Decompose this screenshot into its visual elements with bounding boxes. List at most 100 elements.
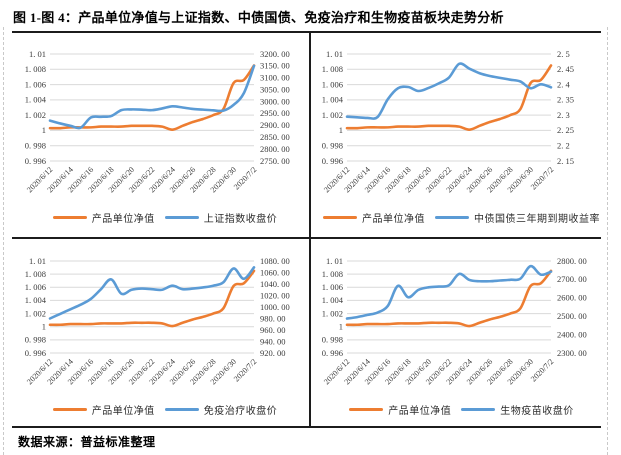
right-axis-tick-label: 2. 4 bbox=[557, 79, 571, 89]
series-line-left bbox=[48, 269, 256, 328]
legend-swatch bbox=[52, 407, 87, 412]
chart-legend: 产品单位净值 上证指数收盘价 bbox=[43, 210, 278, 225]
legend-label: 上证指数收盘价 bbox=[203, 214, 278, 225]
right-axis-tick-label: 2850. 00 bbox=[260, 132, 290, 142]
legend-swatch bbox=[323, 215, 357, 220]
left-axis-tick-label: 1. 004 bbox=[25, 295, 47, 305]
series-line-left bbox=[345, 269, 552, 328]
right-axis-tick-label: 3200. 00 bbox=[260, 49, 290, 59]
right-axis-tick-label: 3100. 00 bbox=[260, 73, 290, 83]
left-axis-tick-label: 1. 006 bbox=[321, 282, 342, 292]
table-horizontal-divider bbox=[12, 237, 601, 239]
left-axis-tick-label: 0. 998 bbox=[25, 141, 46, 151]
right-axis-tick-label: 3000. 00 bbox=[260, 96, 290, 106]
right-axis-tick-label: 2. 5 bbox=[557, 49, 570, 59]
right-axis-tick-label: 2400. 00 bbox=[557, 329, 587, 339]
legend-swatch bbox=[435, 215, 469, 220]
x-axis-tick-label: 2020/7/2 bbox=[232, 165, 258, 191]
left-axis-tick-label: 1 bbox=[338, 322, 342, 332]
right-axis-tick-label: 2600. 00 bbox=[557, 293, 587, 303]
x-axis-tick-label: 2020/7/2 bbox=[232, 357, 258, 383]
right-axis-tick-label: 1060. 00 bbox=[260, 267, 290, 277]
right-axis-tick-label: 2700. 00 bbox=[557, 274, 587, 284]
x-axis-tick-label: 2020/7/2 bbox=[528, 165, 554, 191]
left-axis-tick-label: 0. 996 bbox=[25, 348, 46, 358]
series-line-right bbox=[48, 64, 256, 130]
left-axis-tick-label: 1. 008 bbox=[321, 269, 342, 279]
left-axis-tick-label: 1. 008 bbox=[321, 64, 342, 74]
right-axis-tick-label: 1040. 00 bbox=[260, 279, 290, 289]
right-axis-tick-label: 2. 2 bbox=[557, 141, 570, 151]
right-axis-tick-label: 1020. 00 bbox=[260, 290, 290, 300]
left-axis-tick-label: 1. 006 bbox=[25, 282, 46, 292]
legend-swatch bbox=[461, 407, 496, 412]
left-axis-tick-label: 1. 01 bbox=[29, 256, 46, 266]
right-axis-tick-label: 2. 25 bbox=[557, 125, 574, 135]
legend-label: 产品单位净值 bbox=[91, 406, 155, 417]
left-axis-tick-label: 1. 004 bbox=[25, 95, 47, 105]
legend-swatch bbox=[349, 407, 384, 412]
right-axis-tick-label: 2300. 00 bbox=[557, 348, 587, 358]
right-axis-tick-label: 960. 00 bbox=[260, 325, 286, 335]
chart-net-value-vs-biovaccine: 1. 01 1. 008 1. 006 1. 004 1. 002 1 0. 998 0. 9… bbox=[312, 240, 601, 428]
left-axis-tick-label: 1 bbox=[338, 125, 342, 135]
left-axis-tick-label: 1 bbox=[42, 125, 46, 135]
series-line-left bbox=[345, 64, 552, 131]
left-axis-tick-label: 0. 996 bbox=[321, 156, 342, 166]
left-axis-tick-label: 1. 008 bbox=[25, 64, 46, 74]
right-axis-tick-label: 2900. 00 bbox=[260, 120, 290, 130]
left-axis-tick-label: 1. 006 bbox=[25, 79, 46, 89]
series-line-right bbox=[48, 266, 256, 320]
legend-label: 免疫治疗收盘价 bbox=[203, 406, 278, 417]
left-axis-tick-label: 1. 01 bbox=[326, 256, 343, 266]
left-axis-tick-label: 1. 002 bbox=[25, 110, 46, 120]
right-axis-tick-label: 1000. 00 bbox=[260, 302, 290, 312]
right-axis-tick-label: 920. 00 bbox=[260, 348, 286, 358]
chart-net-value-vs-immunotherapy: 1. 01 1. 008 1. 006 1. 004 1. 002 1 0. 998 0. 9… bbox=[12, 240, 308, 428]
left-axis-tick-label: 1. 008 bbox=[25, 269, 46, 279]
right-axis-tick-label: 2800. 00 bbox=[557, 256, 587, 266]
table-vertical-divider bbox=[309, 33, 311, 426]
chart-legend: 产品单位净值 中债国债三年期到期收益率 bbox=[313, 210, 600, 225]
chart-legend: 产品单位净值 免疫治疗收盘价 bbox=[43, 402, 278, 417]
left-axis-tick-label: 1 bbox=[42, 322, 46, 332]
right-axis-tick-label: 3150. 00 bbox=[260, 61, 290, 71]
legend-label: 中债国债三年期到期收益率 bbox=[474, 214, 600, 225]
right-axis-tick-label: 3050. 00 bbox=[260, 84, 290, 94]
page-edge-left-divider bbox=[3, 27, 4, 455]
legend-label: 产品单位净值 bbox=[91, 214, 155, 225]
chart-net-value-vs-bond-yield: 1. 01 1. 008 1. 006 1. 004 1. 002 1 0. 998 0. 9… bbox=[312, 33, 601, 236]
series-line-right bbox=[345, 264, 552, 320]
left-axis-tick-label: 1. 002 bbox=[321, 308, 342, 318]
x-axis-tick-label: 2020/7/2 bbox=[528, 357, 554, 383]
left-axis-tick-label: 0. 996 bbox=[25, 156, 46, 166]
source-note: 数据来源：普益标准整理 bbox=[18, 435, 156, 449]
legend-swatch bbox=[164, 215, 199, 220]
left-axis-tick-label: 1. 004 bbox=[321, 95, 343, 105]
page-edge-right-divider bbox=[607, 27, 608, 455]
legend-swatch bbox=[52, 215, 87, 220]
figure-title: 图 1-图 4：产品单位净值与上证指数、中债国债、免疫治疗和生物疫苗板块走势分析 bbox=[13, 10, 504, 25]
right-axis-tick-label: 2. 15 bbox=[557, 156, 574, 166]
chart-canvas-bond-yield: 1. 01 1. 008 1. 006 1. 004 1. 002 1 0. 998 0. 9… bbox=[321, 49, 574, 195]
chart-legend: 产品单位净值 生物疫苗收盘价 bbox=[339, 402, 574, 417]
right-axis-tick-label: 980. 00 bbox=[260, 313, 286, 323]
right-axis-tick-label: 2950. 00 bbox=[260, 108, 290, 118]
left-axis-tick-label: 1. 002 bbox=[321, 110, 342, 120]
left-axis-tick-label: 0. 998 bbox=[25, 335, 46, 345]
series-line-left bbox=[48, 64, 256, 131]
chart-canvas-immunotherapy: 1. 01 1. 008 1. 006 1. 004 1. 002 1 0. 998 0. 9… bbox=[25, 256, 290, 387]
left-axis-tick-label: 1. 01 bbox=[29, 49, 46, 59]
left-axis-tick-label: 1. 004 bbox=[321, 295, 343, 305]
right-axis-tick-label: 2. 35 bbox=[557, 95, 574, 105]
right-axis-tick-label: 2. 45 bbox=[557, 64, 574, 74]
left-axis-tick-label: 1. 002 bbox=[25, 308, 46, 318]
right-axis-tick-label: 940. 00 bbox=[260, 336, 286, 346]
left-axis-tick-label: 0. 998 bbox=[321, 335, 342, 345]
left-axis-tick-label: 0. 996 bbox=[321, 348, 342, 358]
chart-canvas-shanghai-index: 1. 01 1. 008 1. 006 1. 004 1. 002 1 0. 998 0. 9… bbox=[25, 49, 290, 195]
series-line-right bbox=[345, 62, 552, 120]
legend-swatch bbox=[164, 407, 199, 412]
chart-net-value-vs-shanghai-index: 1. 01 1. 008 1. 006 1. 004 1. 002 1 0. 998 0. 9… bbox=[12, 33, 308, 236]
right-axis-tick-label: 2750. 00 bbox=[260, 156, 290, 166]
